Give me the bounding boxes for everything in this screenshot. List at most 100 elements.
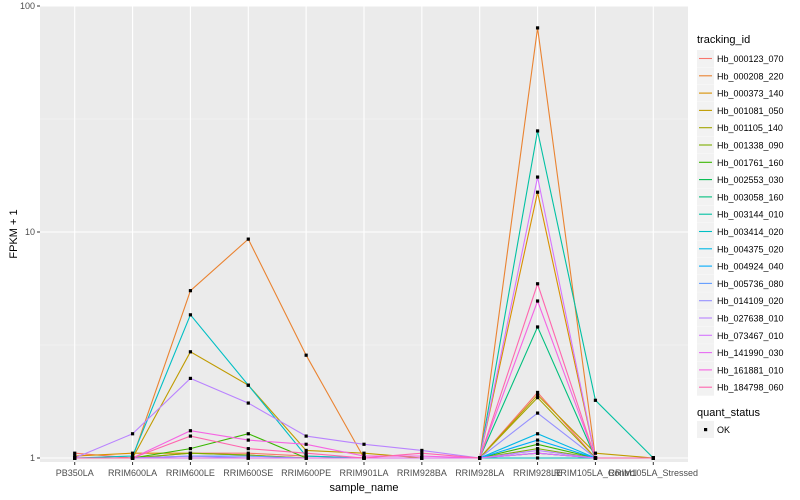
gridlines bbox=[40, 5, 688, 462]
data-point bbox=[535, 393, 540, 397]
x-tick-label: RRIM105LA_Stressed bbox=[609, 468, 699, 478]
data-point bbox=[130, 454, 135, 458]
legend-label: Hb_002553_030 bbox=[717, 175, 784, 185]
x-tick-label: PB350LA bbox=[56, 468, 94, 478]
data-point bbox=[304, 454, 308, 458]
data-point bbox=[188, 376, 193, 381]
legend-label: Hb_073467_010 bbox=[717, 331, 784, 341]
legend-label: Hb_141990_030 bbox=[717, 348, 784, 358]
data-point bbox=[188, 454, 193, 458]
data-point bbox=[246, 237, 250, 241]
y-axis: 1 10 100 bbox=[20, 1, 40, 463]
data-point bbox=[593, 398, 598, 402]
data-point bbox=[73, 451, 77, 455]
data-point bbox=[246, 451, 250, 455]
data-point bbox=[535, 442, 540, 446]
legend-label: Hb_004924_040 bbox=[717, 262, 784, 272]
legend-label: Hb_003058_160 bbox=[717, 192, 784, 202]
data-point bbox=[535, 411, 540, 415]
legend-label: Hb_000208_220 bbox=[717, 71, 784, 81]
x-tick-label: RRIM600SE bbox=[223, 468, 273, 478]
legend-items: Hb_000123_070 Hb_000208_220 Hb_000373_140 H… bbox=[697, 50, 784, 396]
data-point bbox=[535, 447, 540, 451]
data-point bbox=[535, 432, 540, 436]
data-point bbox=[651, 456, 655, 460]
data-point bbox=[535, 448, 540, 453]
legend-label: Hb_000373_140 bbox=[717, 89, 784, 99]
legend-label: Hb_004375_020 bbox=[717, 244, 784, 254]
data-point bbox=[304, 448, 308, 453]
x-tick-label: RRIM928BA bbox=[397, 468, 447, 478]
data-point bbox=[130, 451, 135, 455]
data-point bbox=[304, 353, 308, 357]
data-point bbox=[188, 434, 193, 438]
x-tick-label: RRIM901LA bbox=[339, 468, 388, 478]
data-point bbox=[593, 451, 598, 455]
data-point bbox=[535, 129, 540, 133]
data-point bbox=[188, 289, 193, 293]
data-point bbox=[535, 175, 540, 179]
data-point bbox=[535, 451, 540, 455]
x-tick-label: RRIM928LE bbox=[513, 468, 562, 478]
legend-label: Hb_027638_010 bbox=[717, 314, 784, 324]
legend-label: Hb_001761_160 bbox=[717, 158, 784, 168]
x-tick-label: RRIM600PE bbox=[281, 468, 331, 478]
data-point bbox=[304, 451, 308, 455]
legend-label: Hb_001338_090 bbox=[717, 141, 784, 151]
data-point bbox=[420, 456, 424, 460]
y-tick-label: 1 bbox=[30, 453, 35, 463]
x-axis: PB350LA RRIM600LA RRIM600LE RRIM600SE RRIM60… bbox=[56, 462, 698, 478]
data-point bbox=[535, 282, 540, 286]
data-point bbox=[420, 451, 424, 455]
x-tick-label: RRIM928LA bbox=[455, 468, 504, 478]
data-point bbox=[73, 454, 77, 458]
data-point bbox=[304, 434, 308, 438]
legend-label: Hb_003414_020 bbox=[717, 227, 784, 237]
data-point bbox=[304, 456, 308, 460]
legend-title: tracking_id bbox=[697, 34, 750, 46]
data-point bbox=[304, 442, 308, 446]
data-point bbox=[130, 432, 135, 436]
data-point bbox=[362, 451, 366, 455]
data-point bbox=[246, 454, 250, 458]
x-tick-label: RRIM600LA bbox=[108, 468, 157, 478]
data-point bbox=[188, 447, 193, 451]
data-point bbox=[188, 313, 193, 317]
data-point bbox=[246, 383, 250, 387]
shape-legend-items: OK bbox=[697, 421, 730, 438]
data-point bbox=[535, 299, 540, 303]
legend-label: Hb_014109_020 bbox=[717, 296, 784, 306]
shape-legend-title: quant_status bbox=[697, 407, 760, 419]
data-point bbox=[73, 456, 77, 460]
data-points bbox=[73, 26, 655, 460]
legend-label: Hb_001081_050 bbox=[717, 106, 784, 116]
data-point bbox=[535, 190, 540, 194]
y-tick-label: 100 bbox=[20, 1, 35, 11]
data-point bbox=[362, 442, 366, 446]
data-point bbox=[593, 456, 598, 460]
data-point bbox=[420, 448, 424, 453]
x-tick-label: RRIM600LE bbox=[166, 468, 215, 478]
x-axis-title: sample_name bbox=[329, 482, 398, 494]
data-point bbox=[535, 390, 540, 395]
data-point bbox=[246, 456, 250, 460]
data-point bbox=[535, 396, 540, 400]
shape-legend-label: OK bbox=[717, 425, 730, 435]
data-point bbox=[246, 401, 250, 405]
data-point bbox=[535, 456, 540, 460]
data-point bbox=[246, 447, 250, 451]
legend-label: Hb_161881_010 bbox=[717, 365, 784, 375]
data-point bbox=[420, 454, 424, 458]
legend-label: Hb_005736_080 bbox=[717, 279, 784, 289]
data-point bbox=[535, 26, 540, 30]
data-point bbox=[478, 456, 482, 460]
data-point bbox=[362, 454, 366, 458]
data-point bbox=[188, 456, 193, 460]
data-point bbox=[188, 451, 193, 455]
x-tick-label: RRIM105LA_Control bbox=[554, 468, 637, 478]
data-point bbox=[130, 456, 135, 460]
data-point bbox=[188, 350, 193, 354]
data-point bbox=[246, 432, 250, 436]
data-point bbox=[362, 456, 366, 460]
